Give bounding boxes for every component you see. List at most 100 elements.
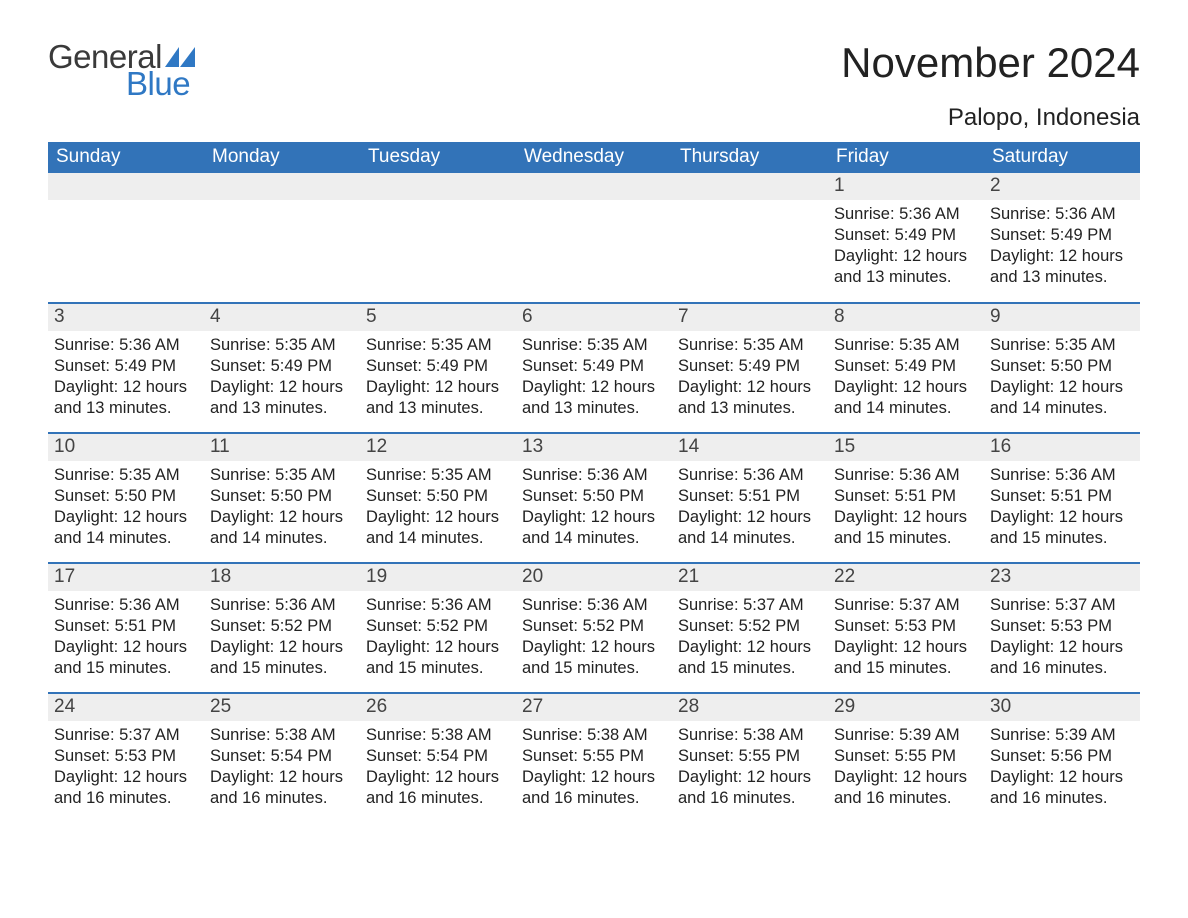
- day-info: Sunrise: 5:35 AMSunset: 5:50 PMDaylight:…: [984, 331, 1140, 425]
- day-info: Sunrise: 5:38 AMSunset: 5:55 PMDaylight:…: [516, 721, 672, 815]
- day-info: Sunrise: 5:36 AMSunset: 5:51 PMDaylight:…: [984, 461, 1140, 555]
- sunrise-line: Sunrise: 5:36 AM: [54, 335, 198, 356]
- day-number: 12: [360, 434, 516, 461]
- sunset-line: Sunset: 5:55 PM: [678, 746, 822, 767]
- calendar-header-cell: Monday: [204, 142, 360, 173]
- calendar-week-row: 24Sunrise: 5:37 AMSunset: 5:53 PMDayligh…: [48, 693, 1140, 823]
- day-info: Sunrise: 5:36 AMSunset: 5:50 PMDaylight:…: [516, 461, 672, 555]
- calendar-day-cell: [516, 173, 672, 303]
- calendar-day-cell: 18Sunrise: 5:36 AMSunset: 5:52 PMDayligh…: [204, 563, 360, 693]
- day-number: [360, 173, 516, 200]
- calendar-day-cell: 1Sunrise: 5:36 AMSunset: 5:49 PMDaylight…: [828, 173, 984, 303]
- calendar-day-cell: 24Sunrise: 5:37 AMSunset: 5:53 PMDayligh…: [48, 693, 204, 823]
- calendar-table: SundayMondayTuesdayWednesdayThursdayFrid…: [48, 142, 1140, 823]
- calendar-day-cell: 6Sunrise: 5:35 AMSunset: 5:49 PMDaylight…: [516, 303, 672, 433]
- day-info: Sunrise: 5:37 AMSunset: 5:53 PMDaylight:…: [48, 721, 204, 815]
- day-info: Sunrise: 5:35 AMSunset: 5:49 PMDaylight:…: [672, 331, 828, 425]
- calendar-week-row: 3Sunrise: 5:36 AMSunset: 5:49 PMDaylight…: [48, 303, 1140, 433]
- day-number: 8: [828, 304, 984, 331]
- day-number: 16: [984, 434, 1140, 461]
- calendar-day-cell: 2Sunrise: 5:36 AMSunset: 5:49 PMDaylight…: [984, 173, 1140, 303]
- sunrise-line: Sunrise: 5:38 AM: [522, 725, 666, 746]
- daylight-line: Daylight: 12 hours and 13 minutes.: [990, 246, 1134, 288]
- sunset-line: Sunset: 5:53 PM: [990, 616, 1134, 637]
- day-info: Sunrise: 5:37 AMSunset: 5:52 PMDaylight:…: [672, 591, 828, 685]
- calendar-day-cell: 25Sunrise: 5:38 AMSunset: 5:54 PMDayligh…: [204, 693, 360, 823]
- sunrise-line: Sunrise: 5:35 AM: [366, 335, 510, 356]
- daylight-line: Daylight: 12 hours and 16 minutes.: [54, 767, 198, 809]
- sunrise-line: Sunrise: 5:36 AM: [522, 595, 666, 616]
- brand-flag-icon: [165, 47, 195, 67]
- calendar-day-cell: 7Sunrise: 5:35 AMSunset: 5:49 PMDaylight…: [672, 303, 828, 433]
- calendar-header-cell: Saturday: [984, 142, 1140, 173]
- day-number: 24: [48, 694, 204, 721]
- daylight-line: Daylight: 12 hours and 14 minutes.: [522, 507, 666, 549]
- sunset-line: Sunset: 5:56 PM: [990, 746, 1134, 767]
- calendar-day-cell: [48, 173, 204, 303]
- sunset-line: Sunset: 5:49 PM: [834, 225, 978, 246]
- sunset-line: Sunset: 5:52 PM: [522, 616, 666, 637]
- calendar-day-cell: 28Sunrise: 5:38 AMSunset: 5:55 PMDayligh…: [672, 693, 828, 823]
- daylight-line: Daylight: 12 hours and 14 minutes.: [366, 507, 510, 549]
- sunrise-line: Sunrise: 5:36 AM: [54, 595, 198, 616]
- sunrise-line: Sunrise: 5:39 AM: [834, 725, 978, 746]
- sunset-line: Sunset: 5:55 PM: [834, 746, 978, 767]
- daylight-line: Daylight: 12 hours and 14 minutes.: [210, 507, 354, 549]
- day-number: 5: [360, 304, 516, 331]
- calendar-day-cell: 10Sunrise: 5:35 AMSunset: 5:50 PMDayligh…: [48, 433, 204, 563]
- day-number: 20: [516, 564, 672, 591]
- sunrise-line: Sunrise: 5:36 AM: [834, 465, 978, 486]
- daylight-line: Daylight: 12 hours and 15 minutes.: [522, 637, 666, 679]
- calendar-week-row: 10Sunrise: 5:35 AMSunset: 5:50 PMDayligh…: [48, 433, 1140, 563]
- calendar-day-cell: 16Sunrise: 5:36 AMSunset: 5:51 PMDayligh…: [984, 433, 1140, 563]
- day-number: 27: [516, 694, 672, 721]
- month-title: November 2024: [841, 40, 1140, 86]
- sunrise-line: Sunrise: 5:35 AM: [54, 465, 198, 486]
- day-number: 17: [48, 564, 204, 591]
- calendar-day-cell: 29Sunrise: 5:39 AMSunset: 5:55 PMDayligh…: [828, 693, 984, 823]
- calendar-header-cell: Wednesday: [516, 142, 672, 173]
- sunset-line: Sunset: 5:49 PM: [366, 356, 510, 377]
- sunrise-line: Sunrise: 5:37 AM: [678, 595, 822, 616]
- title-block: November 2024 Palopo, Indonesia: [841, 40, 1140, 132]
- sunrise-line: Sunrise: 5:36 AM: [678, 465, 822, 486]
- sunset-line: Sunset: 5:49 PM: [54, 356, 198, 377]
- day-info: Sunrise: 5:36 AMSunset: 5:51 PMDaylight:…: [48, 591, 204, 685]
- calendar-day-cell: [204, 173, 360, 303]
- day-number: 22: [828, 564, 984, 591]
- sunrise-line: Sunrise: 5:35 AM: [990, 335, 1134, 356]
- daylight-line: Daylight: 12 hours and 16 minutes.: [990, 637, 1134, 679]
- sunset-line: Sunset: 5:51 PM: [54, 616, 198, 637]
- day-number: 10: [48, 434, 204, 461]
- sunrise-line: Sunrise: 5:35 AM: [678, 335, 822, 356]
- brand-logo: General Blue: [48, 40, 195, 100]
- sunset-line: Sunset: 5:50 PM: [990, 356, 1134, 377]
- daylight-line: Daylight: 12 hours and 15 minutes.: [834, 507, 978, 549]
- day-info: Sunrise: 5:37 AMSunset: 5:53 PMDaylight:…: [828, 591, 984, 685]
- day-info: Sunrise: 5:36 AMSunset: 5:49 PMDaylight:…: [984, 200, 1140, 294]
- calendar-header-cell: Tuesday: [360, 142, 516, 173]
- sunset-line: Sunset: 5:51 PM: [678, 486, 822, 507]
- sunset-line: Sunset: 5:49 PM: [522, 356, 666, 377]
- day-info: Sunrise: 5:35 AMSunset: 5:50 PMDaylight:…: [48, 461, 204, 555]
- daylight-line: Daylight: 12 hours and 13 minutes.: [522, 377, 666, 419]
- day-info: Sunrise: 5:36 AMSunset: 5:49 PMDaylight:…: [48, 331, 204, 425]
- brand-word-2: Blue: [126, 67, 195, 100]
- calendar-day-cell: [672, 173, 828, 303]
- day-info: Sunrise: 5:35 AMSunset: 5:49 PMDaylight:…: [828, 331, 984, 425]
- sunrise-line: Sunrise: 5:36 AM: [366, 595, 510, 616]
- calendar-day-cell: 11Sunrise: 5:35 AMSunset: 5:50 PMDayligh…: [204, 433, 360, 563]
- calendar-day-cell: 13Sunrise: 5:36 AMSunset: 5:50 PMDayligh…: [516, 433, 672, 563]
- daylight-line: Daylight: 12 hours and 16 minutes.: [366, 767, 510, 809]
- day-number: 3: [48, 304, 204, 331]
- day-info: Sunrise: 5:36 AMSunset: 5:51 PMDaylight:…: [672, 461, 828, 555]
- sunrise-line: Sunrise: 5:35 AM: [834, 335, 978, 356]
- day-info: Sunrise: 5:38 AMSunset: 5:55 PMDaylight:…: [672, 721, 828, 815]
- calendar-day-cell: 14Sunrise: 5:36 AMSunset: 5:51 PMDayligh…: [672, 433, 828, 563]
- calendar-header-cell: Sunday: [48, 142, 204, 173]
- daylight-line: Daylight: 12 hours and 13 minutes.: [678, 377, 822, 419]
- day-number: 14: [672, 434, 828, 461]
- sunset-line: Sunset: 5:54 PM: [366, 746, 510, 767]
- daylight-line: Daylight: 12 hours and 15 minutes.: [54, 637, 198, 679]
- daylight-line: Daylight: 12 hours and 16 minutes.: [834, 767, 978, 809]
